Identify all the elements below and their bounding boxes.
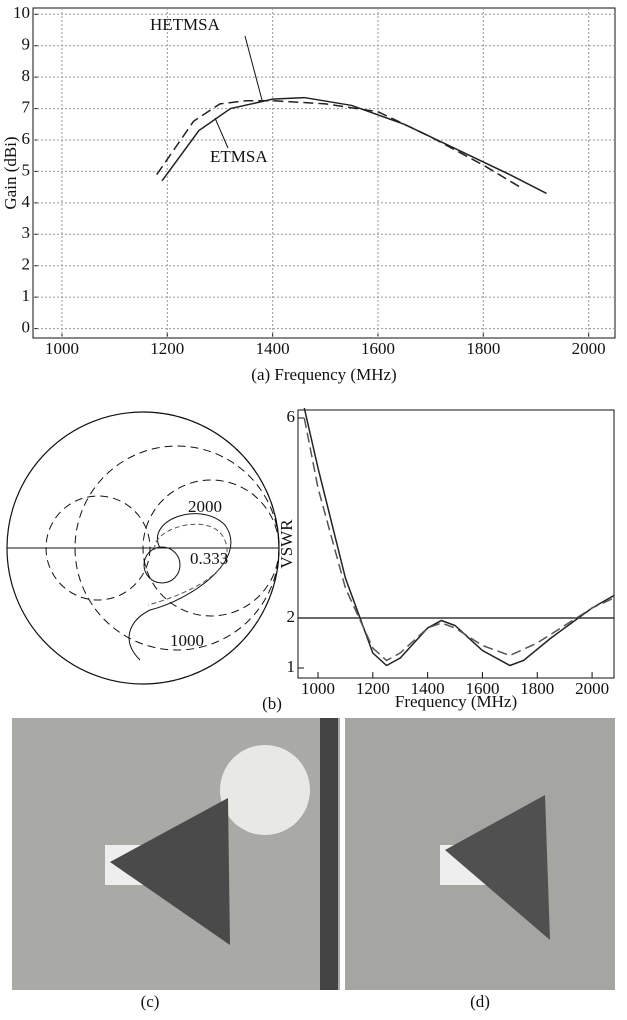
- y-tick-label: 3: [22, 223, 31, 242]
- x-tick-label: 1200: [150, 339, 184, 358]
- x-tick-label: 2000: [575, 679, 609, 698]
- caption: (b): [262, 694, 282, 713]
- y-tick-label: 7: [22, 97, 31, 116]
- caption: (c): [141, 992, 160, 1011]
- leader-line: [244, 35, 263, 101]
- x-tick-label: 1200: [356, 679, 390, 698]
- smith-label: 2000: [188, 497, 222, 516]
- x-tick-label: 1600: [465, 679, 499, 698]
- y-tick-label: 0: [22, 317, 31, 336]
- x-tick-label: 1400: [256, 339, 290, 358]
- plot-frame: [32, 7, 616, 339]
- x-tick-label: 1000: [301, 679, 335, 698]
- smith-label: 0.333: [190, 549, 228, 568]
- y-tick-label: 1: [287, 657, 296, 676]
- y-tick-label: 5: [22, 160, 31, 179]
- y-axis-label: Gain (dBi): [1, 136, 20, 209]
- x-tick-label: 2000: [572, 339, 606, 358]
- y-tick-label: 1: [22, 286, 31, 305]
- x-axis-label: Frequency (MHz): [395, 692, 517, 711]
- x-tick-label: 1800: [466, 339, 500, 358]
- y-axis-label: VSWR: [277, 519, 296, 569]
- y-tick-label: 9: [22, 35, 31, 54]
- x-tick-label: 1000: [45, 339, 79, 358]
- y-tick-label: 8: [22, 66, 31, 85]
- x-tick-label: 1400: [411, 679, 445, 698]
- x-tick-label: 1800: [520, 679, 554, 698]
- plot-frame: [297, 409, 615, 679]
- x-axis-label: (a) Frequency (MHz): [251, 365, 396, 384]
- y-tick-label: 4: [22, 192, 31, 211]
- caption: (d): [470, 992, 490, 1011]
- photo: [12, 718, 340, 990]
- smith-chart: [6, 411, 280, 685]
- series-line: [303, 417, 615, 662]
- y-tick-label: 2: [22, 255, 31, 274]
- series-label: HETMSA: [150, 15, 221, 34]
- x-tick-label: 1600: [361, 339, 395, 358]
- y-tick-label: 10: [13, 3, 30, 22]
- series-line: [303, 407, 615, 667]
- series-line: [156, 99, 521, 188]
- y-tick-label: 2: [287, 607, 296, 626]
- series-label: ETMSA: [210, 147, 268, 166]
- y-tick-label: 6: [22, 129, 31, 148]
- y-tick-label: 6: [287, 407, 296, 426]
- smith-label: 1000: [170, 631, 204, 650]
- photo: [345, 718, 615, 990]
- leader-line: [214, 117, 229, 149]
- series-line: [161, 96, 547, 195]
